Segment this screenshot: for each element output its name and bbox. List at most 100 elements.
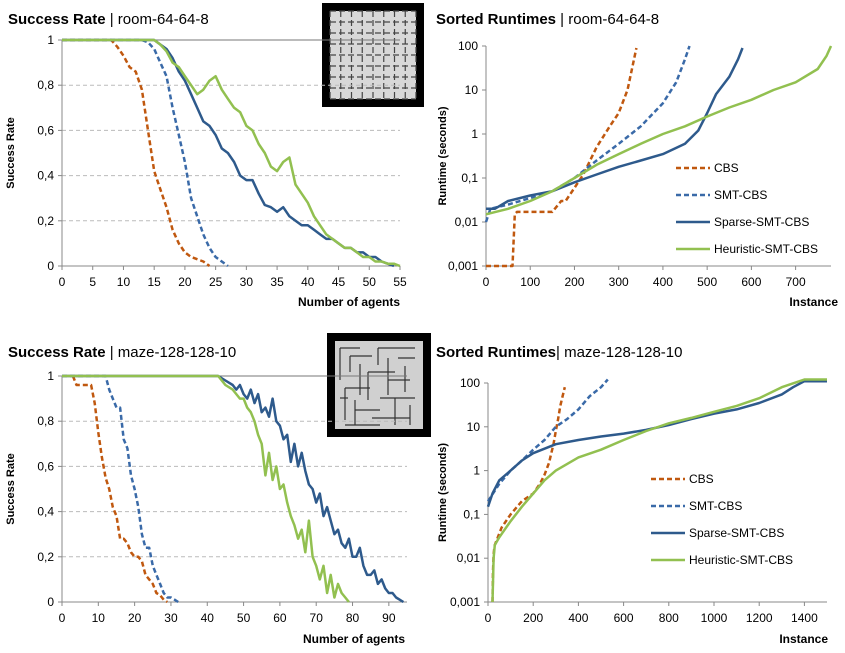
y-tick-label: 10 <box>467 420 481 434</box>
series-line-cbs <box>491 386 567 603</box>
legend-label-heur: Heuristic-SMT-CBS <box>714 242 818 256</box>
y-tick-label: 100 <box>460 376 480 390</box>
y-tick-label: 0,2 <box>37 214 54 228</box>
y-tick-label: 1 <box>47 369 54 383</box>
x-tick-label: 700 <box>786 275 806 289</box>
x-tick-label: 400 <box>568 611 588 625</box>
x-tick-label: 25 <box>209 275 223 289</box>
series-line-smt <box>62 38 229 268</box>
y-tick-label: 100 <box>458 39 478 53</box>
y-tick-label: 0,6 <box>37 123 54 137</box>
y-axis-label: Success Rate <box>5 453 17 525</box>
x-tick-label: 10 <box>117 275 131 289</box>
x-tick-label: 40 <box>301 275 315 289</box>
x-tick-label: 100 <box>520 275 540 289</box>
chart-panel-2: Success Rate | maze-128-128-10 0 0,2 0,4 0,6… <box>5 344 407 646</box>
x-tick-label: 40 <box>201 611 215 625</box>
chart-title: Sorted Runtimes | room-64-64-8 <box>436 11 659 28</box>
room-map-icon <box>322 3 424 107</box>
series-line-sparse <box>486 379 827 508</box>
y-tick-label: 0,8 <box>37 78 54 92</box>
y-tick-label: 0,1 <box>463 507 480 521</box>
chart-title: Success Rate | maze-128-128-10 <box>8 344 236 361</box>
y-tick-label: 0,2 <box>37 550 54 564</box>
chart-panel-0: Success Rate | room-64-64-8 0 0,2 0,4 0,6 0,8… <box>5 11 407 309</box>
x-tick-label: 5 <box>89 275 96 289</box>
maze-map-icon <box>327 333 431 437</box>
series-line-cbs <box>71 375 168 604</box>
y-axis-label: Runtime (seconds) <box>437 443 449 542</box>
series-line-smt <box>484 45 691 223</box>
legend-label-smt: SMT-CBS <box>689 499 742 513</box>
series-line-heur <box>62 38 401 268</box>
y-axis-label: Runtime (seconds) <box>437 106 449 205</box>
y-tick-label: 0,001 <box>448 259 478 273</box>
chart-panel-3: Sorted Runtimes| maze-128-128-10 0,001 0,0… <box>436 344 828 646</box>
y-tick-label: 0,01 <box>455 215 479 229</box>
x-tick-label: 80 <box>346 611 360 625</box>
legend-label-smt: SMT-CBS <box>714 188 767 202</box>
y-tick-label: 0 <box>47 259 54 273</box>
series-line-heur <box>485 45 833 216</box>
series-line-cbs <box>486 47 638 268</box>
x-tick-label: 0 <box>483 275 490 289</box>
y-tick-label: 0,6 <box>37 459 54 473</box>
y-tick-label: 1 <box>473 464 480 478</box>
series-line-smt <box>486 378 609 502</box>
y-tick-label: 0,1 <box>461 171 478 185</box>
x-axis-label: Instance <box>779 632 828 646</box>
y-tick-label: 0,001 <box>450 595 480 609</box>
y-tick-label: 0,4 <box>37 169 54 183</box>
legend-label-sparse: Sparse-SMT-CBS <box>714 215 809 229</box>
chart-title: Sorted Runtimes| maze-128-128-10 <box>436 344 682 361</box>
y-tick-label: 0,01 <box>457 551 481 565</box>
y-tick-label: 0 <box>47 595 54 609</box>
x-tick-label: 20 <box>178 275 192 289</box>
legend-label-cbs: CBS <box>714 161 739 175</box>
chart-title: Success Rate | room-64-64-8 <box>8 11 209 28</box>
y-tick-label: 1 <box>471 127 478 141</box>
x-axis-label: Number of agents <box>298 295 400 309</box>
y-tick-label: 1 <box>47 33 54 47</box>
x-tick-label: 30 <box>164 611 178 625</box>
x-tick-label: 0 <box>485 611 492 625</box>
x-tick-label: 300 <box>609 275 629 289</box>
x-tick-label: 50 <box>237 611 251 625</box>
legend-label-sparse: Sparse-SMT-CBS <box>689 526 784 540</box>
x-tick-label: 70 <box>310 611 324 625</box>
x-tick-label: 1000 <box>701 611 728 625</box>
x-tick-label: 1200 <box>746 611 773 625</box>
x-tick-label: 10 <box>92 611 106 625</box>
x-tick-label: 1400 <box>791 611 818 625</box>
x-tick-label: 55 <box>393 275 407 289</box>
x-tick-label: 90 <box>382 611 396 625</box>
x-tick-label: 0 <box>59 611 66 625</box>
y-tick-label: 0,8 <box>37 414 54 428</box>
x-tick-label: 15 <box>148 275 162 289</box>
x-tick-label: 60 <box>273 611 287 625</box>
chart-panel-1: Sorted Runtimes | room-64-64-8 0,001 0,01 0… <box>436 11 838 309</box>
x-tick-label: 200 <box>523 611 543 625</box>
x-axis-label: Instance <box>789 295 838 309</box>
x-tick-label: 200 <box>564 275 584 289</box>
series-line-heur <box>491 378 827 603</box>
series-line-cbs <box>62 38 211 268</box>
x-tick-label: 50 <box>363 275 377 289</box>
series-line-sparse <box>62 374 405 604</box>
legend-label-heur: Heuristic-SMT-CBS <box>689 553 793 567</box>
x-tick-label: 800 <box>659 611 679 625</box>
x-tick-label: 600 <box>741 275 761 289</box>
x-tick-label: 45 <box>332 275 346 289</box>
x-tick-label: 500 <box>697 275 717 289</box>
x-tick-label: 0 <box>59 275 66 289</box>
x-tick-label: 600 <box>614 611 634 625</box>
y-tick-label: 0,4 <box>37 505 54 519</box>
x-tick-label: 35 <box>270 275 284 289</box>
y-tick-label: 10 <box>465 83 479 97</box>
series-line-smt <box>62 374 179 604</box>
x-tick-label: 30 <box>240 275 254 289</box>
x-axis-label: Number of agents <box>303 632 405 646</box>
y-axis-label: Success Rate <box>5 117 17 189</box>
x-tick-label: 20 <box>128 611 142 625</box>
